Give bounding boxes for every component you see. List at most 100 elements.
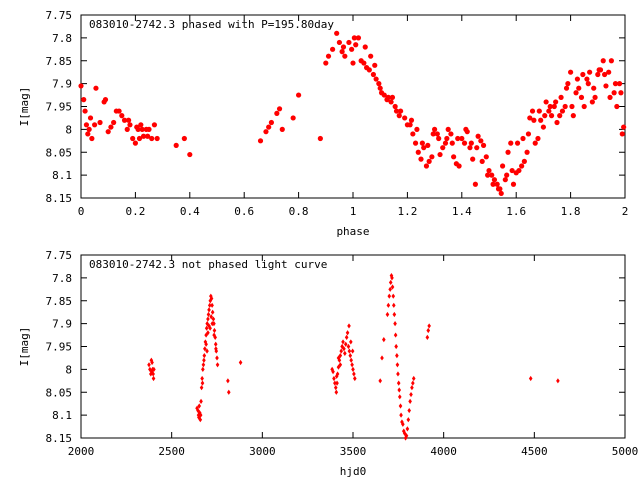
data-point: [391, 293, 396, 299]
data-point: [345, 330, 350, 336]
data-point: [334, 389, 339, 395]
top-x-tick-label: 1.6: [506, 205, 526, 218]
data-point: [377, 85, 383, 91]
data-point: [616, 81, 623, 87]
phased-plot: 0 0.2 0.4 0.6 0.8 1 1.2 1.4 1.6 1.8 2 7.75 7.8 7.85 7.…: [18, 9, 628, 238]
data-point: [409, 391, 413, 398]
data-point: [346, 39, 352, 46]
data-point: [399, 412, 403, 418]
data-point: [461, 140, 468, 146]
data-point: [343, 350, 347, 356]
data-point: [467, 145, 473, 151]
bottom-y-tick-label: 8.05: [46, 386, 73, 399]
data-point: [505, 149, 511, 155]
data-point: [585, 81, 591, 87]
data-point: [406, 417, 411, 423]
data-point: [432, 126, 438, 132]
data-point: [373, 76, 379, 82]
data-point: [393, 332, 398, 338]
bottom-x-tick-label: 4000: [430, 445, 457, 458]
data-point: [181, 135, 187, 142]
data-point: [132, 140, 138, 146]
data-point: [330, 46, 336, 52]
data-point: [339, 49, 345, 55]
data-point: [408, 117, 415, 123]
data-point: [390, 284, 395, 290]
data-point: [584, 76, 590, 82]
data-point: [349, 339, 353, 345]
data-point: [208, 325, 212, 331]
data-point: [559, 108, 566, 114]
data-point: [459, 135, 465, 142]
data-point: [196, 407, 200, 414]
data-point: [332, 375, 336, 382]
data-point: [489, 172, 495, 178]
data-point: [206, 330, 210, 336]
data-point: [212, 332, 216, 338]
data-point: [437, 151, 443, 158]
data-point: [138, 122, 144, 128]
data-point: [592, 94, 598, 100]
data-point: [516, 167, 522, 174]
data-point: [362, 44, 368, 50]
data-point: [187, 151, 193, 158]
top-y-tick-label: 8: [65, 123, 72, 136]
data-point: [149, 369, 154, 375]
data-point: [203, 339, 208, 345]
top-plot-frame: [80, 14, 626, 199]
data-point: [226, 378, 230, 384]
data-point: [210, 302, 214, 308]
data-point: [393, 108, 400, 114]
data-point: [126, 117, 132, 123]
data-point: [543, 99, 549, 105]
data-point: [475, 133, 481, 139]
data-point: [204, 341, 208, 347]
data-point: [509, 167, 515, 174]
data-point: [581, 103, 587, 110]
data-point: [338, 362, 343, 368]
data-point: [448, 131, 454, 137]
bottom-x-tick-label: 2000: [68, 445, 95, 458]
data-point: [397, 387, 402, 393]
data-point: [434, 131, 440, 137]
data-point: [548, 113, 555, 119]
data-point: [213, 341, 218, 347]
data-point: [502, 177, 508, 183]
data-point: [536, 108, 542, 114]
data-point: [209, 314, 213, 320]
data-point: [500, 163, 506, 169]
bottom-y-tick-label: 8: [65, 363, 72, 376]
data-point: [547, 103, 553, 110]
top-x-tick-label: 0: [78, 205, 85, 218]
data-point: [603, 83, 609, 89]
bottom-y-tick-label: 7.85: [46, 295, 73, 308]
bottom-y-tick-label: 7.8: [52, 272, 72, 285]
data-point: [226, 389, 231, 395]
data-point: [387, 293, 392, 299]
data-point: [121, 117, 128, 123]
data-point: [392, 103, 398, 110]
data-point: [93, 85, 99, 91]
data-point: [341, 339, 345, 345]
data-point: [87, 115, 94, 121]
data-point: [390, 275, 394, 281]
data-point: [151, 371, 155, 377]
data-point: [412, 140, 419, 146]
data-point: [211, 316, 216, 322]
data-point: [474, 145, 480, 151]
data-point: [554, 119, 560, 126]
data-point: [514, 140, 521, 146]
data-point: [558, 94, 564, 100]
data-point: [386, 302, 391, 308]
data-point: [404, 433, 409, 439]
data-point: [336, 39, 342, 46]
data-point: [353, 375, 357, 382]
data-point: [340, 343, 344, 350]
data-point: [127, 122, 133, 128]
data-point: [202, 353, 207, 359]
data-point: [468, 140, 474, 146]
data-point: [207, 323, 211, 329]
data-point: [335, 371, 340, 377]
data-point: [200, 375, 204, 382]
data-point: [430, 131, 436, 137]
